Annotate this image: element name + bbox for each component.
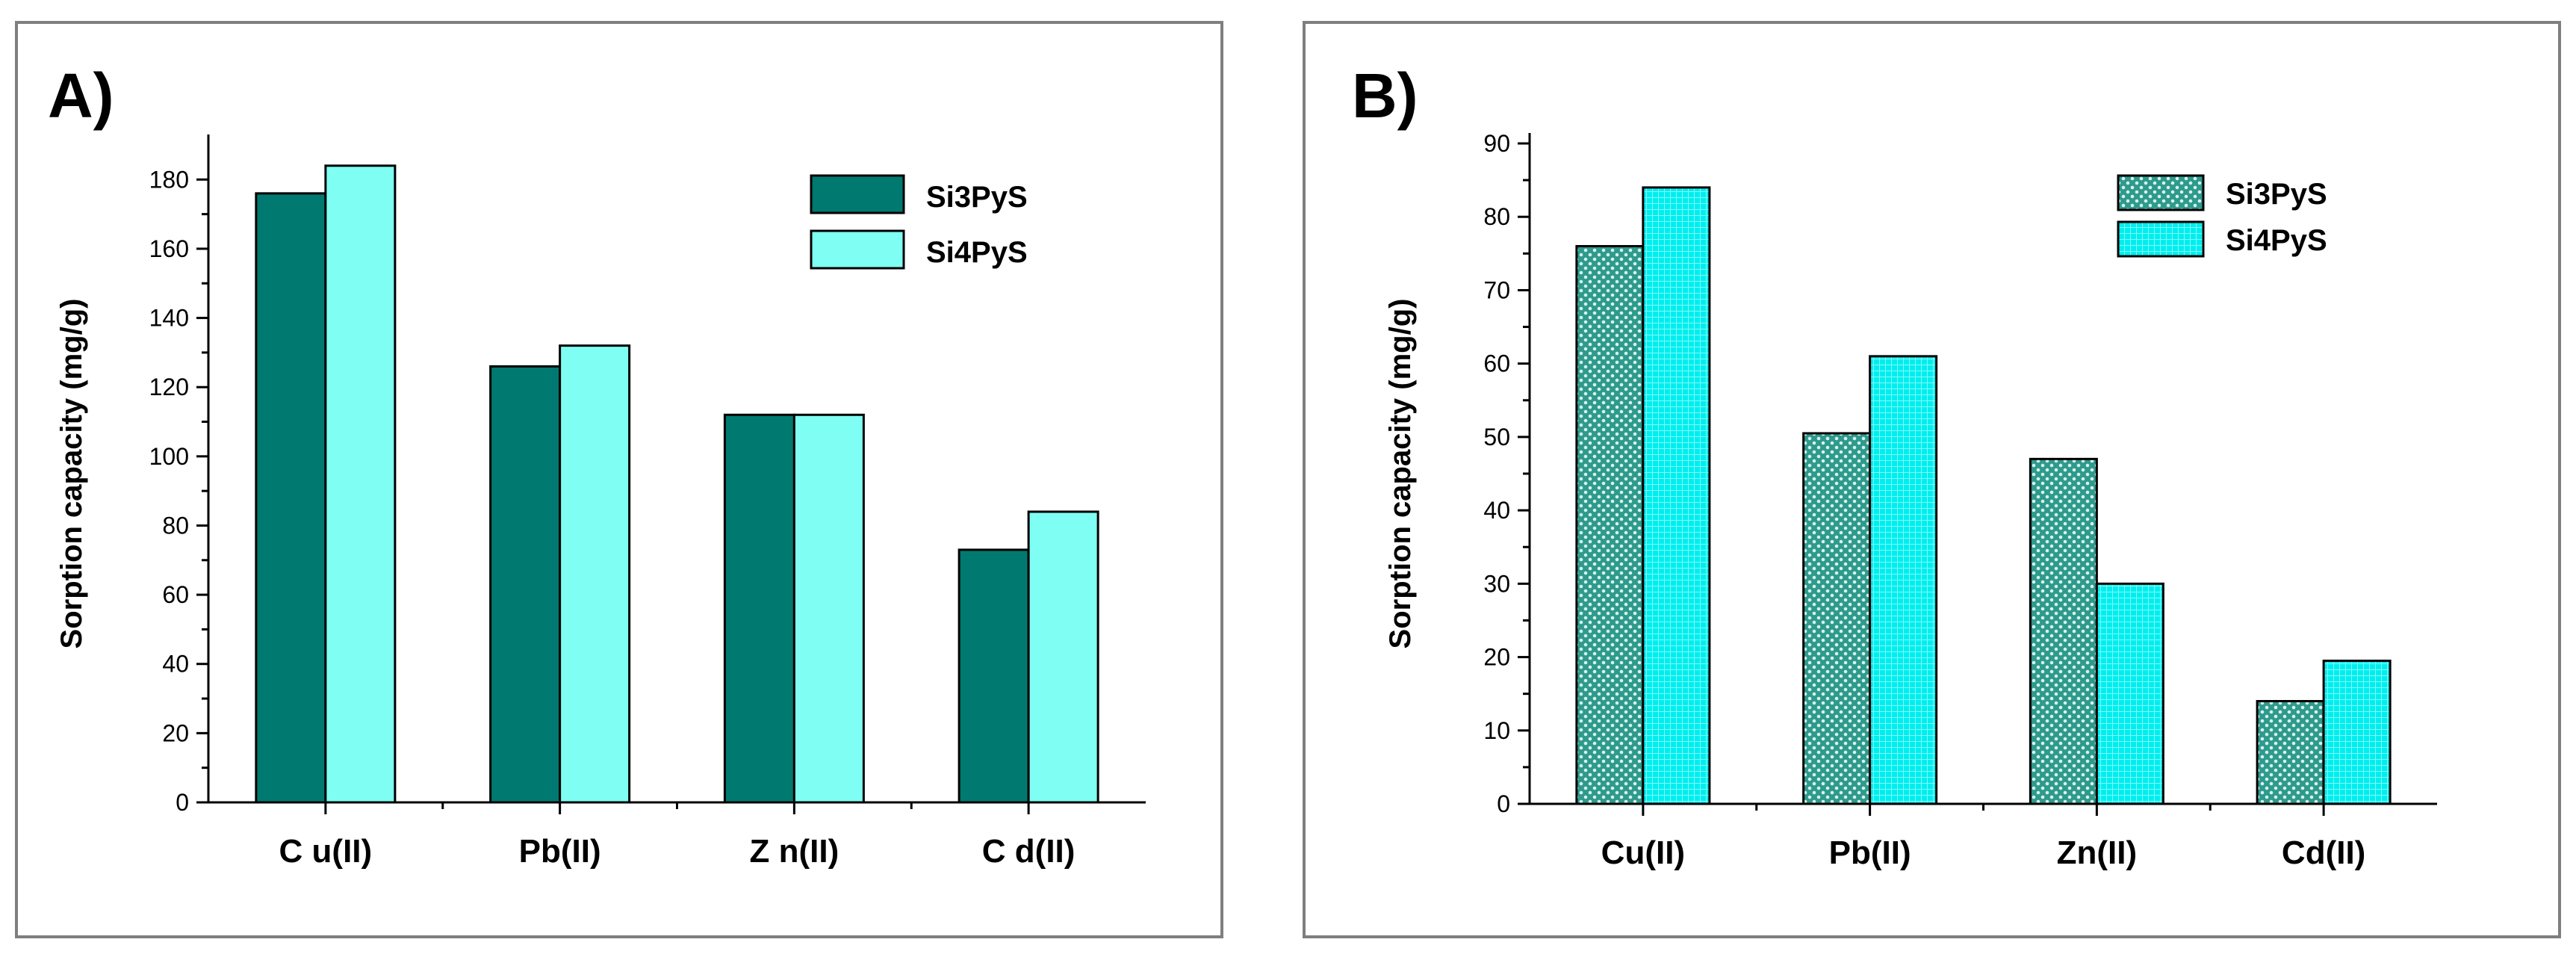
chart-panel-a: A) 0 20 40 60 80 100 120 140 160 180 C u(II) Pb(II)… bbox=[15, 21, 1223, 938]
legend-label: Si4PyS bbox=[2226, 224, 2327, 257]
y-tick-label: 60 bbox=[1483, 350, 1510, 377]
y-tick-label: 140 bbox=[149, 305, 189, 332]
y-tick-label: 20 bbox=[162, 719, 189, 746]
bar-si3pys bbox=[958, 548, 1030, 804]
bar-si3pys bbox=[723, 413, 795, 804]
y-tick-label: 90 bbox=[1483, 130, 1510, 157]
y-tick-label: 0 bbox=[1497, 790, 1510, 817]
x-category-label: Cu(II) bbox=[1601, 834, 1685, 871]
y-axis-title: Sorption capacity (mg/g) bbox=[1384, 299, 1417, 649]
y-tick-label: 0 bbox=[176, 789, 189, 816]
bar-si4pys bbox=[324, 164, 397, 804]
bar-si4pys bbox=[1642, 186, 1711, 805]
panel-b-label: B) bbox=[1352, 61, 1418, 131]
y-tick-label: 40 bbox=[1483, 497, 1510, 524]
bar-si4pys bbox=[2322, 659, 2392, 805]
bar-si3pys bbox=[2256, 699, 2325, 805]
bar-si4pys bbox=[1027, 510, 1099, 804]
y-axis-title: Sorption capacity (mg/g) bbox=[55, 299, 88, 649]
y-tick-label: 50 bbox=[1483, 424, 1510, 450]
bar-si4pys bbox=[2095, 582, 2164, 805]
bar-si3pys bbox=[1575, 245, 1645, 805]
panel-a-label: A) bbox=[48, 61, 114, 131]
y-tick-label: 160 bbox=[149, 235, 189, 262]
y-tick-label: 180 bbox=[149, 166, 189, 193]
legend-label: Si4PyS bbox=[926, 236, 1028, 269]
y-tick-label: 70 bbox=[1483, 276, 1510, 303]
legend-swatch-si3pys bbox=[810, 174, 905, 214]
chart-panel-b: B) 0 10 20 30 40 50 60 70 80 90 Cu(II) Pb(II) Zn(II)… bbox=[1303, 21, 2561, 938]
bar-si4pys bbox=[559, 344, 631, 804]
x-category-label: C u(II) bbox=[279, 833, 373, 870]
y-tick-label: 60 bbox=[162, 581, 189, 608]
chart-b-svg: B) 0 10 20 30 40 50 60 70 80 90 Cu(II) Pb(II) Zn(II)… bbox=[1352, 61, 2437, 871]
y-tick-label: 100 bbox=[149, 443, 189, 470]
x-category-label: C d(II) bbox=[982, 833, 1076, 870]
legend-label: Si3PyS bbox=[2226, 178, 2327, 211]
y-tick-label: 20 bbox=[1483, 644, 1510, 671]
chart-a-svg: A) 0 20 40 60 80 100 120 140 160 180 C u(II) Pb(II)… bbox=[48, 61, 1146, 870]
legend-swatch-si4pys bbox=[2117, 220, 2205, 258]
y-tick-label: 80 bbox=[162, 512, 189, 539]
bar-si3pys bbox=[1802, 432, 1872, 805]
legend-swatch-si3pys bbox=[2117, 174, 2205, 211]
x-category-label: Cd(II) bbox=[2282, 834, 2365, 871]
x-category-label: Pb(II) bbox=[519, 833, 601, 870]
bar-si4pys bbox=[792, 413, 865, 804]
plot-area-a: 0 20 40 60 80 100 120 140 160 180 C u(II) Pb(II) Z n… bbox=[55, 134, 1146, 870]
x-category-label: Z n(II) bbox=[750, 833, 839, 870]
bar-si4pys bbox=[1869, 355, 1938, 805]
x-category-label: Zn(II) bbox=[2057, 834, 2138, 871]
x-category-label: Pb(II) bbox=[1829, 834, 1911, 871]
bar-si3pys bbox=[255, 192, 327, 804]
y-tick-label: 40 bbox=[162, 651, 189, 678]
y-tick-label: 80 bbox=[1483, 203, 1510, 230]
legend-swatch-si4pys bbox=[810, 229, 905, 270]
y-tick-label: 30 bbox=[1483, 570, 1510, 597]
plot-area-b: 0 10 20 30 40 50 60 70 80 90 Cu(II) Pb(II) Zn(II) Cd(… bbox=[1384, 130, 2437, 871]
y-tick-label: 120 bbox=[149, 374, 189, 400]
y-tick-label: 10 bbox=[1483, 717, 1510, 744]
legend-label: Si3PyS bbox=[926, 181, 1028, 214]
bar-si3pys bbox=[489, 365, 562, 804]
bar-si3pys bbox=[2029, 457, 2098, 805]
